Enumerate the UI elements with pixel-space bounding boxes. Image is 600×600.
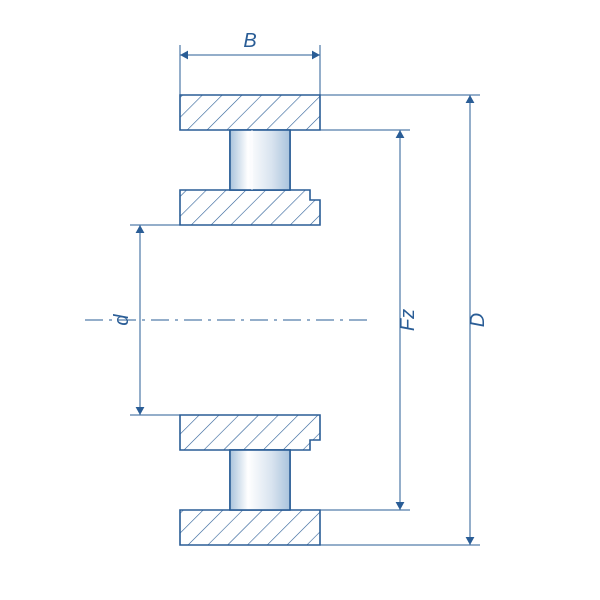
bearing-cross-section: Bd Fz D — [0, 0, 600, 600]
label-D: D — [467, 313, 489, 327]
label-d: d — [111, 314, 133, 326]
label-Fz: Fz — [397, 309, 419, 331]
label-B: B — [243, 30, 256, 52]
